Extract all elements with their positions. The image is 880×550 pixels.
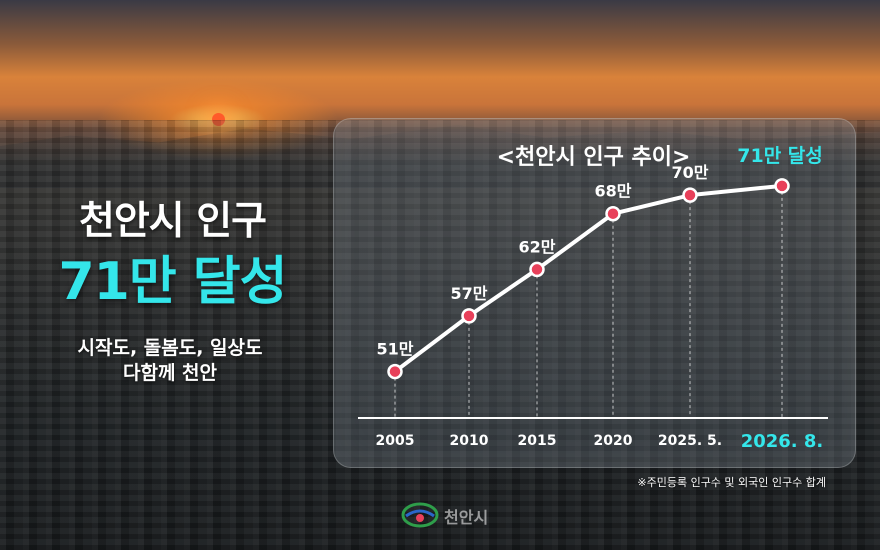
- data-point: [461, 308, 477, 324]
- city-logo: 천안시: [400, 500, 520, 530]
- x-tick-label: 2005: [376, 433, 415, 449]
- x-tick-label: 2015: [518, 433, 557, 449]
- headline-title: 천안시 인구: [79, 199, 267, 244]
- data-label: 51만: [377, 340, 414, 359]
- city-emblem-icon: [401, 502, 439, 528]
- data-label: 70만: [672, 163, 709, 182]
- data-point: [529, 261, 545, 278]
- x-tick-label: 2025. 5.: [658, 433, 722, 449]
- x-tick-label: 2026. 8.: [741, 431, 824, 452]
- series-line: [393, 183, 783, 374]
- footnote: ※주민등록 인구수 및 외국인 인구수 합계: [637, 476, 826, 489]
- data-point: [387, 363, 403, 380]
- chart-title: <천안시 인구 추이>: [496, 145, 691, 170]
- data-point: [682, 187, 698, 203]
- city-logo-text: 천안시: [444, 508, 489, 527]
- data-label: 71만 달성: [737, 145, 823, 167]
- slogan-line-2: 다함께 천안: [122, 362, 217, 384]
- data-label: 68만: [595, 182, 632, 201]
- data-label: 62만: [519, 237, 556, 256]
- x-tick-label: 2020: [594, 433, 633, 449]
- headline-highlight: 71만 달성: [58, 252, 288, 312]
- population-line-chart: 51만 2005 57만 2010 62만 2015 68만 2020 70만 2025. 5. 7…: [358, 145, 828, 452]
- x-tick-label: 2010: [450, 433, 489, 449]
- data-point: [774, 178, 790, 194]
- data-point: [605, 205, 621, 222]
- slogan-line-1: 시작도, 돌봄도, 일상도: [77, 337, 263, 359]
- data-label: 57만: [451, 284, 488, 303]
- chart-panel: [333, 118, 856, 468]
